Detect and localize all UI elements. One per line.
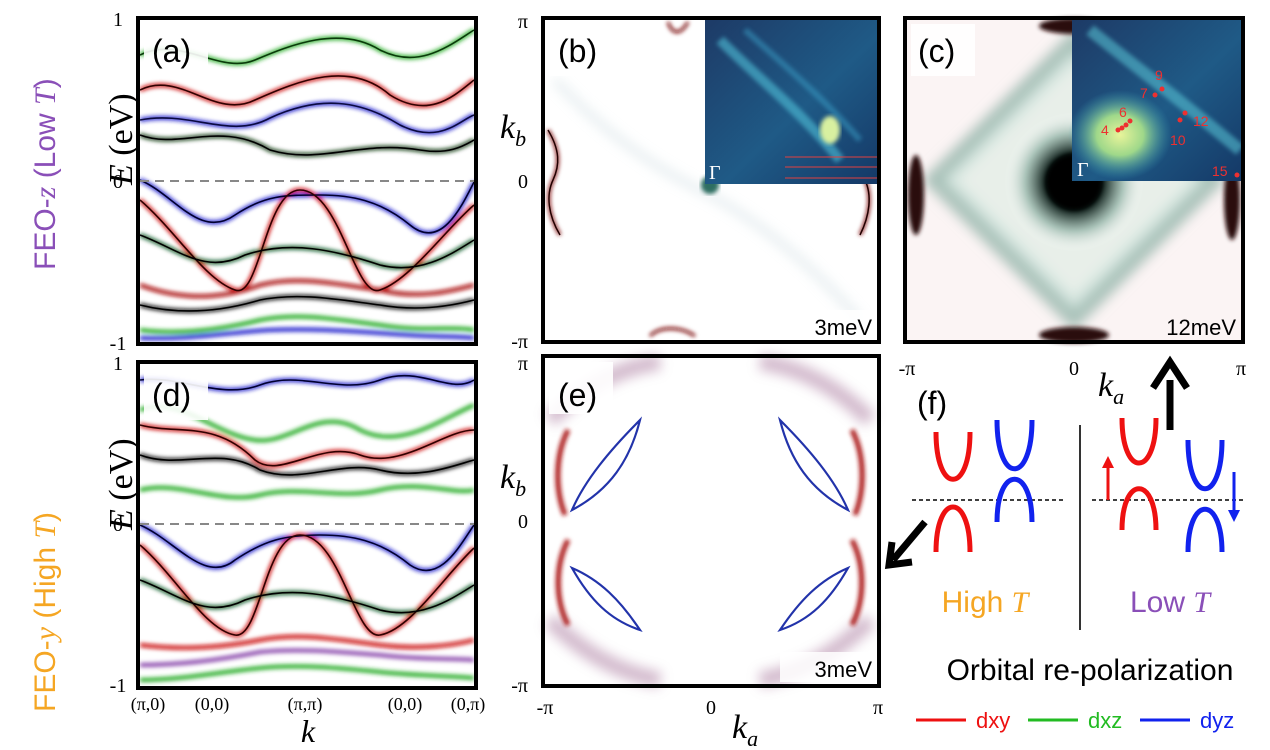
legend-label-dxz: dxz bbox=[1088, 708, 1122, 733]
panel-b-fermi-surface: Γ bbox=[541, 16, 881, 344]
energy-labels: 3meV 12meV 3meV bbox=[780, 310, 1236, 682]
high-label-T: T bbox=[1012, 586, 1031, 619]
fs-xtick: π bbox=[873, 697, 883, 719]
panel-c-fermi-surface: 4 6 7 9 10 12 15 Γ bbox=[903, 16, 1245, 344]
fs-xtick: -π bbox=[899, 358, 916, 380]
fs-ytick: -π bbox=[511, 675, 528, 697]
panel-label-a: (a) bbox=[152, 33, 191, 69]
panel-f-schematic: High T Low T Orbital re-polarization bbox=[912, 417, 1245, 687]
row-variable: z bbox=[29, 186, 62, 199]
row-temperature: T bbox=[29, 520, 62, 539]
inset-point-label: 9 bbox=[1155, 67, 1163, 83]
row-condition-close: ) bbox=[29, 78, 62, 88]
panel-label-f: (f) bbox=[917, 385, 947, 421]
fs-ylabel-kb: kb bbox=[500, 459, 526, 501]
row-material: FEO- bbox=[29, 198, 62, 270]
inset-gamma-label: Γ bbox=[1077, 159, 1089, 181]
transition-arrows bbox=[884, 355, 1190, 570]
inset-point-label: 4 bbox=[1101, 122, 1109, 138]
band-ytick: 0 bbox=[113, 171, 123, 193]
fs-ytick: π bbox=[518, 11, 528, 33]
low-t-label: Low T bbox=[1130, 586, 1212, 619]
band-axis-labels: E (eV) E (eV) 1 0 -1 1 0 -1 (π,0) (0,0) … bbox=[103, 9, 485, 749]
panel-labels: (a) (b) (c) (d) (e) (f) bbox=[152, 33, 955, 421]
band-ylabel-top: E (eV) bbox=[103, 93, 140, 186]
row-material: FEO- bbox=[29, 640, 62, 712]
fs-axis-labels: π 0 -π π 0 -π kb kb -π 0 π ka -π 0 π ka bbox=[500, 11, 1246, 750]
band-xtick: (0,π) bbox=[451, 694, 486, 715]
row-condition: (High bbox=[29, 539, 62, 627]
panel-c-arpes-inset: 4 6 7 9 10 12 15 Γ bbox=[1068, 18, 1244, 181]
inset-point-label: 10 bbox=[1170, 132, 1186, 148]
fs-ylabel-kb: kb bbox=[500, 109, 526, 151]
legend-label-dxy: dxy bbox=[976, 708, 1010, 733]
band-ytick: 1 bbox=[113, 9, 123, 31]
panel-label-b: (b) bbox=[558, 33, 597, 69]
fs-ytick: 0 bbox=[518, 171, 528, 193]
legend-label-dyz: dyz bbox=[1200, 708, 1234, 733]
inset-gamma-label: Γ bbox=[709, 162, 721, 184]
band-ytick: -1 bbox=[110, 675, 127, 697]
high-label-text: High bbox=[942, 586, 1012, 619]
band-xlabel: k bbox=[301, 713, 316, 749]
low-label-T: T bbox=[1193, 586, 1212, 619]
row-variable: y bbox=[29, 626, 62, 643]
row-condition: (Low bbox=[29, 105, 62, 187]
panel-label-e: (e) bbox=[558, 377, 597, 413]
high-t-label: High T bbox=[942, 586, 1031, 619]
inset-point-label: 12 bbox=[1193, 113, 1209, 129]
energy-label-b: 3meV bbox=[815, 315, 873, 340]
inset-point-label: 6 bbox=[1119, 104, 1127, 120]
band-xtick: (π,π) bbox=[288, 694, 323, 715]
band-xtick: (0,0) bbox=[388, 694, 423, 715]
energy-label-e: 3meV bbox=[815, 657, 873, 682]
band-ylabel-bottom: E (eV) bbox=[103, 438, 140, 531]
band-xtick: (π,0) bbox=[131, 694, 166, 715]
panel-b-arpes-inset: Γ bbox=[705, 18, 879, 184]
band-ytick: 1 bbox=[113, 353, 123, 375]
fs-ytick: π bbox=[518, 353, 528, 375]
fs-xtick: 0 bbox=[706, 697, 716, 719]
band-ytick: 0 bbox=[113, 514, 123, 536]
fs-xtick: 0 bbox=[1069, 358, 1079, 380]
fs-xlabel-ka: ka bbox=[732, 709, 758, 750]
row-condition-close: ) bbox=[29, 512, 62, 522]
inset-point-label: 15 bbox=[1212, 163, 1228, 179]
band-xtick: (0,0) bbox=[195, 694, 230, 715]
low-label-text: Low bbox=[1130, 586, 1193, 619]
band-ytick: -1 bbox=[110, 333, 127, 355]
row-temperature: T bbox=[29, 86, 62, 105]
fs-ytick: -π bbox=[511, 331, 528, 353]
panel-label-d: (d) bbox=[152, 377, 191, 413]
energy-label-c: 12meV bbox=[1166, 315, 1236, 340]
row-label-high-t: FEO-y (High T) bbox=[29, 512, 62, 712]
panel-a-band-structure bbox=[136, 16, 478, 346]
schematic-title: Orbital re-polarization bbox=[947, 654, 1234, 687]
fs-xtick: π bbox=[1236, 358, 1246, 380]
row-label-low-t: FEO-z (Low T) bbox=[29, 78, 62, 270]
fs-xlabel-ka: ka bbox=[1098, 367, 1124, 409]
orbital-legend: dxy dxz dyz bbox=[916, 708, 1234, 733]
inset-point-label: 7 bbox=[1140, 85, 1148, 101]
panel-label-c: (c) bbox=[918, 33, 955, 69]
fs-ytick: 0 bbox=[518, 511, 528, 533]
panel-e-fermi-surface bbox=[541, 354, 881, 688]
panel-d-band-structure bbox=[136, 360, 478, 690]
fs-xtick: -π bbox=[537, 697, 554, 719]
